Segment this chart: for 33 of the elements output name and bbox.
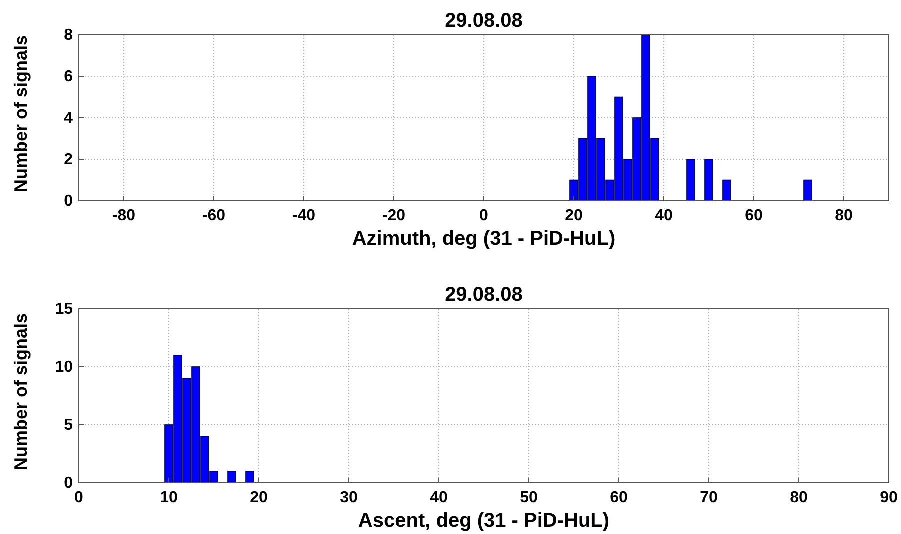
x-tick-label: 30 xyxy=(340,489,358,506)
y-tick-label: 4 xyxy=(64,110,74,128)
y-tick-label: 15 xyxy=(55,301,74,318)
x-tick-label: 50 xyxy=(520,489,538,506)
x-tick-label: 80 xyxy=(835,207,853,224)
x-tick-label: 90 xyxy=(880,489,898,506)
x-tick-label: 70 xyxy=(700,489,718,506)
y-tick-label: 5 xyxy=(64,417,74,434)
y-tick-label: 2 xyxy=(64,152,74,169)
y-tick-label: 8 xyxy=(64,27,74,44)
y-tick-label: 0 xyxy=(64,193,74,210)
x-tick-label: -20 xyxy=(382,207,406,224)
x-tick-label: 40 xyxy=(430,489,448,506)
y-axis-title: Number of signals xyxy=(11,313,31,471)
x-axis-title: Ascent, deg (31 - PiD-HuL) xyxy=(358,510,610,532)
x-axis-title: Azimuth, deg (31 - PiD-HuL) xyxy=(352,228,616,250)
chart-title: 29.08.08 xyxy=(445,284,523,306)
x-tick-label: -60 xyxy=(202,207,226,224)
y-tick-label: 0 xyxy=(64,475,74,492)
x-tick-label: 0 xyxy=(480,207,489,224)
x-tick-label: -80 xyxy=(112,207,136,224)
x-tick-label: 20 xyxy=(565,207,583,224)
x-tick-label: 80 xyxy=(790,489,808,506)
y-tick-label: 10 xyxy=(55,359,74,376)
y-tick-label: 6 xyxy=(64,68,74,86)
x-tick-label: 20 xyxy=(250,489,268,506)
x-tick-label: 60 xyxy=(745,207,763,224)
x-tick-label: 40 xyxy=(655,207,673,224)
y-axis-title: Number of signals xyxy=(11,35,31,193)
x-tick-label: 10 xyxy=(160,489,178,506)
x-tick-label: 60 xyxy=(610,489,628,506)
chart-title: 29.08.08 xyxy=(445,10,523,32)
x-tick-label: -40 xyxy=(292,207,316,224)
